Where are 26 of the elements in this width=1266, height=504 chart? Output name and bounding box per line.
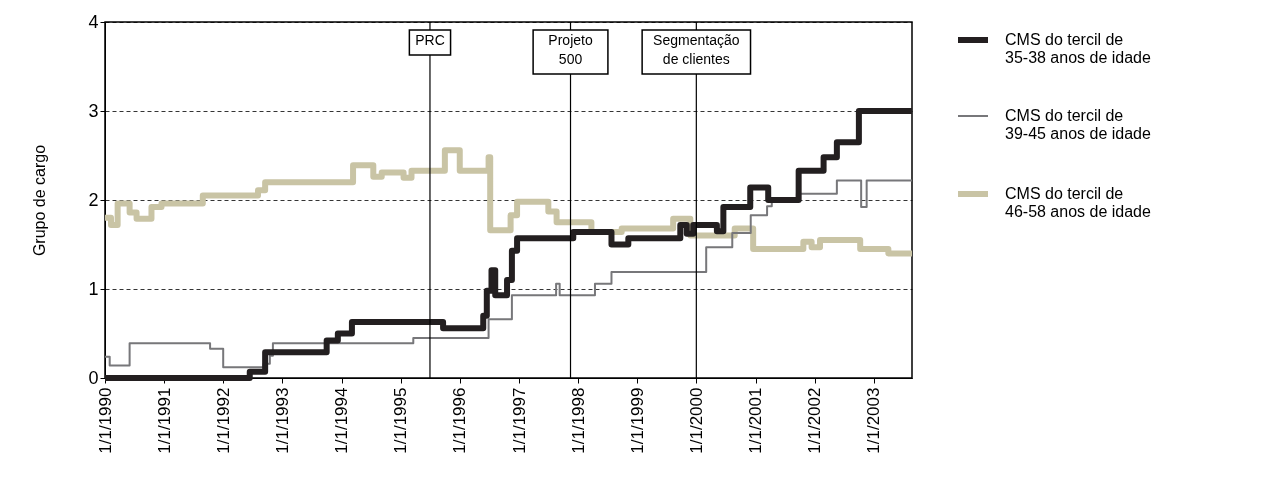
x-tick-label: 1/1/1994	[332, 387, 352, 454]
x-tick-label: 1/1/1999	[627, 387, 647, 454]
legend-label: CMS do tercil de 39-45 anos de idade	[1005, 107, 1151, 142]
x-tick-label: 1/1/2001	[746, 387, 766, 454]
y-tick-label: 3	[88, 100, 99, 121]
x-tick-label: 1/1/1992	[213, 387, 233, 454]
x-tick-label: 1/1/1997	[509, 387, 529, 454]
y-tick-label: 0	[88, 367, 99, 388]
ref-line-label: Segmentação de clientes	[653, 32, 740, 67]
y-axis-title: Grupo de cargo	[31, 144, 49, 257]
ref-line-label: Projeto 500	[548, 32, 593, 67]
x-tick-label: 1/1/1995	[391, 387, 411, 454]
y-tick-label: 2	[88, 189, 99, 210]
x-tick-label: 1/1/1990	[95, 387, 115, 454]
x-tick-label: 1/1/2003	[864, 387, 884, 454]
x-tick-label: 1/1/1993	[272, 387, 292, 454]
y-tick-label: 4	[88, 11, 99, 32]
y-tick-label: 1	[88, 278, 99, 299]
ref-line-label: PRC	[415, 32, 445, 48]
legend-label: CMS do tercil de 35-38 anos de idade	[1005, 31, 1151, 66]
legend-label: CMS do tercil de 46-58 anos de idade	[1005, 185, 1151, 220]
x-tick-label: 1/1/2000	[686, 387, 706, 454]
x-tick-label: 1/1/2002	[805, 387, 825, 454]
x-tick-label: 1/1/1996	[450, 387, 470, 454]
x-tick-label: 1/1/1998	[568, 387, 588, 454]
x-tick-label: 1/1/1991	[154, 387, 174, 454]
